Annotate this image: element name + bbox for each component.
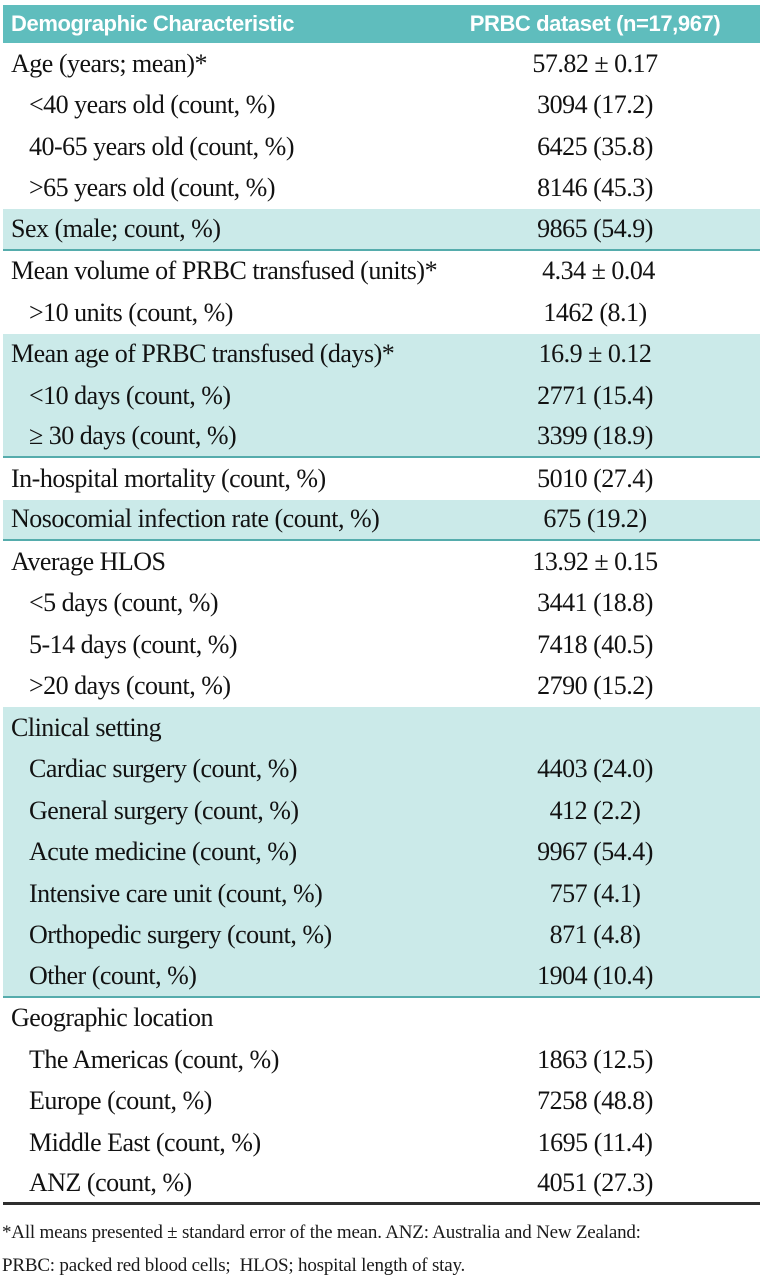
table-footnote: *All means presented ± standard error of…	[2, 1216, 768, 1280]
row-label: Intensive care unit (count, %)	[29, 878, 323, 908]
table-row: ANZ (count, %) 4051 (27.3)	[3, 1164, 760, 1205]
row-label: Age (years; mean)*	[11, 48, 208, 78]
row-value: 16.9 ± 0.12	[538, 339, 652, 369]
row-value: 4403 (24.0)	[537, 754, 653, 784]
row-label: Sex (male; count, %)	[11, 213, 221, 243]
row-value: 3399 (18.9)	[537, 421, 653, 451]
table-row: Orthopedic surgery (count, %) 871 (4.8)	[3, 914, 760, 956]
table-row: Nosocomial infection rate (count, %) 675 …	[3, 499, 760, 541]
row-label: Orthopedic surgery (count, %)	[29, 920, 332, 950]
row-value: 1462 (8.1)	[543, 297, 647, 327]
row-value: 675 (19.2)	[543, 504, 647, 534]
row-label: Other (count, %)	[29, 960, 197, 990]
table-row: The Americas (count, %) 1863 (12.5)	[3, 1039, 760, 1081]
row-label: Mean age of PRBC transfused (days)*	[11, 339, 395, 369]
row-value: 7418 (40.5)	[537, 629, 653, 659]
row-value: 9865 (54.9)	[537, 213, 653, 243]
row-label: Geographic location	[11, 1003, 214, 1033]
header-prbc-dataset: PRBC dataset (n=17,967)	[469, 11, 721, 36]
table-row: Cardiac surgery (count, %) 4403 (24.0)	[3, 748, 760, 790]
row-label: ≥ 30 days (count, %)	[29, 421, 237, 451]
row-label: >10 units (count, %)	[29, 297, 233, 327]
row-label: >65 years old (count, %)	[29, 173, 275, 203]
table-row: Average HLOS 13.92 ± 0.15	[3, 541, 760, 583]
table-row: Sex (male; count, %) 9865 (54.9)	[3, 209, 760, 251]
row-label: >20 days (count, %)	[29, 671, 231, 701]
table-row: ≥ 30 days (count, %) 3399 (18.9)	[3, 416, 760, 458]
row-value: 2771 (15.4)	[537, 380, 653, 410]
table-row: <40 years old (count, %) 3094 (17.2)	[3, 85, 760, 127]
table-row: Clinical setting	[3, 707, 760, 749]
row-label: 40-65 years old (count, %)	[29, 131, 294, 161]
table-row: Europe (count, %) 7258 (48.8)	[3, 1081, 760, 1123]
row-label: Average HLOS	[11, 546, 166, 576]
row-value: 1904 (10.4)	[537, 960, 653, 990]
row-label: <40 years old (count, %)	[29, 90, 275, 120]
row-value: 412 (2.2)	[549, 795, 641, 825]
row-value: 871 (4.8)	[549, 920, 641, 950]
row-value: 5010 (27.4)	[537, 463, 653, 493]
table-row: >20 days (count, %) 2790 (15.2)	[3, 666, 760, 708]
table-row: In-hospital mortality (count, %) 5010 (27…	[3, 458, 760, 500]
row-value: 57.82 ± 0.17	[532, 48, 658, 78]
table-row: >10 units (count, %) 1462 (8.1)	[3, 292, 760, 334]
table-row: Intensive care unit (count, %) 757 (4.1)	[3, 873, 760, 915]
row-value: 1863 (12.5)	[537, 1044, 653, 1074]
row-label: <10 days (count, %)	[29, 380, 231, 410]
table-row: Other (count, %) 1904 (10.4)	[3, 956, 760, 998]
row-label: Clinical setting	[11, 712, 162, 742]
row-value: 7258 (48.8)	[537, 1086, 653, 1116]
table-row: <5 days (count, %) 3441 (18.8)	[3, 583, 760, 625]
table-row: Middle East (count, %) 1695 (11.4)	[3, 1122, 760, 1164]
row-value: 9967 (54.4)	[537, 837, 653, 867]
row-label: 5-14 days (count, %)	[29, 629, 238, 659]
row-label: <5 days (count, %)	[29, 588, 219, 618]
row-value: 8146 (45.3)	[537, 173, 653, 203]
row-label: General surgery (count, %)	[29, 795, 299, 825]
demographics-table: Demographic Characteristic PRBC dataset …	[3, 5, 760, 1205]
row-label: Nosocomial infection rate (count, %)	[11, 504, 380, 534]
table-body: Age (years; mean)* 57.82 ± 0.17 <40 years …	[3, 43, 760, 1205]
table-row: Age (years; mean)* 57.82 ± 0.17	[3, 43, 760, 85]
row-value: 757 (4.1)	[549, 878, 641, 908]
row-value: 3094 (17.2)	[537, 90, 653, 120]
row-value: 3441 (18.8)	[537, 588, 653, 618]
row-label: In-hospital mortality (count, %)	[11, 463, 326, 493]
row-label: Cardiac surgery (count, %)	[29, 754, 298, 784]
footnote-line-1: *All means presented ± standard error of…	[2, 1222, 641, 1243]
table-row: 5-14 days (count, %) 7418 (40.5)	[3, 624, 760, 666]
footnote-line-2: PRBC: packed red blood cells; HLOS; hosp…	[2, 1255, 466, 1276]
row-label: Europe (count, %)	[29, 1086, 212, 1116]
table-row: <10 days (count, %) 2771 (15.4)	[3, 375, 760, 417]
row-label: The Americas (count, %)	[29, 1044, 279, 1074]
row-value: 6425 (35.8)	[537, 131, 653, 161]
row-value: 13.92 ± 0.15	[532, 546, 658, 576]
table-row: 40-65 years old (count, %) 6425 (35.8)	[3, 126, 760, 168]
row-value: 4.34 ± 0.04	[542, 256, 655, 286]
table-row: Geographic location	[3, 998, 760, 1040]
row-value: 1695 (11.4)	[537, 1127, 653, 1157]
row-label: Acute medicine (count, %)	[29, 837, 297, 867]
table-row: >65 years old (count, %) 8146 (45.3)	[3, 168, 760, 210]
table-row: Mean volume of PRBC transfused (units)* 4…	[3, 251, 760, 293]
row-value: 2790 (15.2)	[537, 671, 653, 701]
table-row: Acute medicine (count, %) 9967 (54.4)	[3, 831, 760, 873]
row-label: ANZ (count, %)	[29, 1167, 192, 1197]
row-label: Middle East (count, %)	[29, 1127, 261, 1157]
row-label: Mean volume of PRBC transfused (units)*	[11, 256, 438, 286]
row-value: 4051 (27.3)	[537, 1167, 653, 1197]
table-row: Mean age of PRBC transfused (days)* 16.9 …	[3, 333, 760, 375]
table-header-row: Demographic Characteristic PRBC dataset …	[3, 5, 760, 43]
header-demographic-characteristic: Demographic Characteristic	[11, 11, 295, 36]
table-row: General surgery (count, %) 412 (2.2)	[3, 790, 760, 832]
